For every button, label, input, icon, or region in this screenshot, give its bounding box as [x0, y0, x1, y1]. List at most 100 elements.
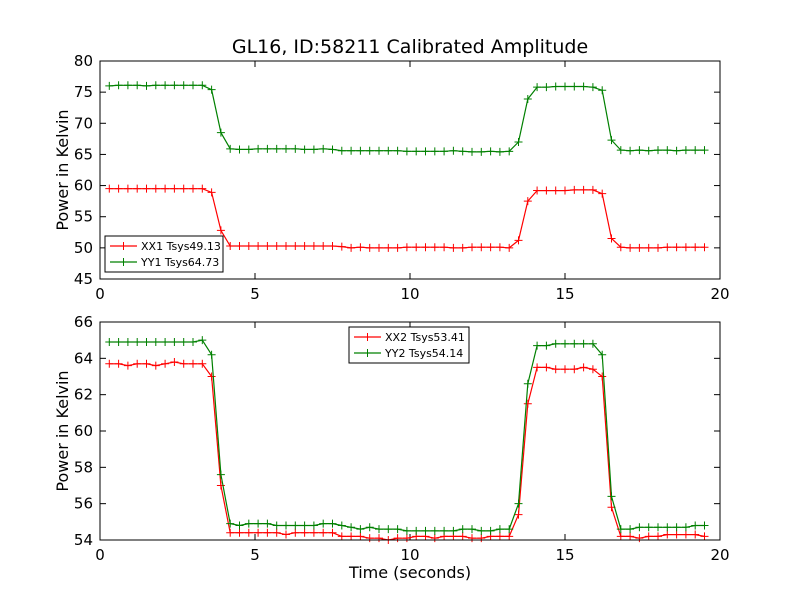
panel2-series-1-point [282, 530, 290, 539]
panel1-series-1-point [635, 243, 644, 252]
panel1-frame [99, 60, 721, 280]
panel1-series-2-point [319, 144, 328, 153]
bottom-panel: 0 5 10 15 20 54 56 58 60 62 64 66 Power in Kelvin Tim… [53, 313, 730, 582]
panel2-series-2-point [663, 523, 672, 532]
panel1-series-1-point [142, 184, 151, 193]
panel1-series-1-point [616, 243, 625, 252]
panel1-y-tick-label: 55 [74, 208, 93, 226]
panel1-legend-marker [119, 242, 128, 250]
panel2-series-2-point [272, 521, 281, 530]
panel1-y-tick-label: 60 [74, 177, 93, 195]
panel1-series-2-point [663, 146, 672, 155]
panel1-series-2-point [477, 147, 486, 156]
panel2-series-2-point [207, 350, 216, 359]
panel1-x-tick-label: 20 [710, 285, 729, 303]
panel2-series-2-point [179, 337, 188, 346]
panel2-series-2-point [356, 525, 365, 534]
panel2-series-2-point [142, 337, 151, 346]
panel1-legend-marker [119, 258, 128, 266]
panel2-series-2-point [700, 521, 709, 530]
panel1-series-1-point [533, 186, 542, 195]
panel2-series-2-point [579, 339, 588, 348]
panel1-series-2-point [309, 145, 318, 154]
panel2-series-1-point [300, 528, 309, 537]
panel1-series-1-point [542, 186, 551, 195]
panel2-series-1-point [393, 534, 402, 543]
panel2-series-2-point [235, 521, 244, 530]
panel1-series-1-point [179, 184, 188, 193]
panel1-series-2-point [691, 146, 700, 155]
panel2-x-axis-label: Time (seconds) [348, 563, 471, 582]
panel1-x-tick-label: 15 [555, 285, 574, 303]
panel2-series-2-point [681, 523, 690, 532]
panel2-series-2-point [533, 341, 542, 350]
panel2-legend-marker [363, 349, 372, 357]
panel1-series-2-point [244, 145, 253, 154]
panel2-series-1-point [244, 528, 253, 537]
panel2-y-tick-label: 58 [74, 458, 93, 476]
panel1-series-2-point [654, 146, 662, 155]
panel1-series-1-point [365, 243, 374, 252]
panel2-series-2-point [393, 525, 402, 534]
panel2-series-2-point [440, 526, 449, 535]
panel1-series-1-point [189, 184, 197, 193]
panel1-series-2-point [300, 145, 309, 154]
panel1-series-2-point [598, 86, 607, 95]
panel1-series-2-point [151, 81, 160, 90]
panel1-series-2-point [133, 81, 142, 90]
panel2-legend-box [348, 326, 470, 364]
panel2-series-2-point [189, 337, 197, 346]
panel1-series-1-point [505, 243, 514, 252]
panel2-series-1-point [570, 365, 579, 374]
panel1-series-2-point [430, 147, 439, 156]
panel1-series-2-point [607, 136, 616, 145]
panel2-series-2-point [561, 339, 569, 348]
panel2-series-2-point [523, 379, 532, 388]
panel1-series-2-point [402, 147, 411, 156]
panel2-series-2-point [505, 525, 514, 534]
panel2-series-2-point [672, 523, 681, 532]
panel2-y-tick-label: 66 [74, 313, 93, 331]
panel2-series-2-point [105, 337, 114, 346]
panel2-series-1-point [533, 363, 542, 372]
panel1-y-tick-label: 75 [74, 83, 93, 101]
panel1-series-1-point [700, 243, 709, 252]
panel1-series-1-point [170, 184, 179, 193]
panel1-series-1-point [319, 241, 328, 250]
panel2-series-2-point [644, 523, 653, 532]
panel2-series-2-point [198, 336, 207, 345]
panel1-series-1-point [291, 241, 300, 250]
panel1-series-1-point [449, 243, 458, 252]
panel2-y-tick-label: 64 [74, 349, 93, 367]
panel1-series-2-point [142, 81, 151, 90]
panel1-series-2-point [272, 144, 281, 153]
panel1-series-2-point [375, 146, 383, 155]
panel2-series-1-point [644, 532, 653, 541]
panel1-series-2-point [337, 146, 346, 155]
panel1-series-1-point [598, 189, 607, 198]
panel2-series-1-point [514, 510, 523, 519]
panel1-series-2-point [393, 146, 402, 155]
panel2-y-tick-label: 62 [74, 386, 93, 404]
panel1-series-2-point [505, 147, 514, 156]
panel2-series-2-point [282, 521, 290, 530]
panel2-series-2-point [244, 519, 253, 528]
panel2-legend-marker [363, 333, 372, 341]
panel2-series-2-point [691, 521, 700, 530]
panel1-series-1-point [691, 243, 700, 252]
panel1-y-tick-label: 80 [74, 52, 93, 70]
panel2-series-2-point [291, 521, 300, 530]
panel1-series-1-point [105, 184, 114, 193]
panel2-series-2-point [375, 525, 383, 534]
panel2-series-1-point [365, 534, 374, 543]
panel2-series-2-point [319, 519, 328, 528]
panel1-series-1-point [356, 243, 365, 252]
panel2-series-1-point [328, 528, 337, 537]
panel1-series-2-point [114, 81, 123, 90]
panel2-series-1-point [114, 359, 123, 368]
panel2-series-2-point [607, 492, 616, 501]
panel1-y-tick-label: 50 [74, 239, 93, 257]
panel2-series-1-point [588, 365, 597, 374]
panel1-x-tick-label: 0 [95, 285, 105, 303]
panel1-series-1-point [412, 243, 421, 252]
